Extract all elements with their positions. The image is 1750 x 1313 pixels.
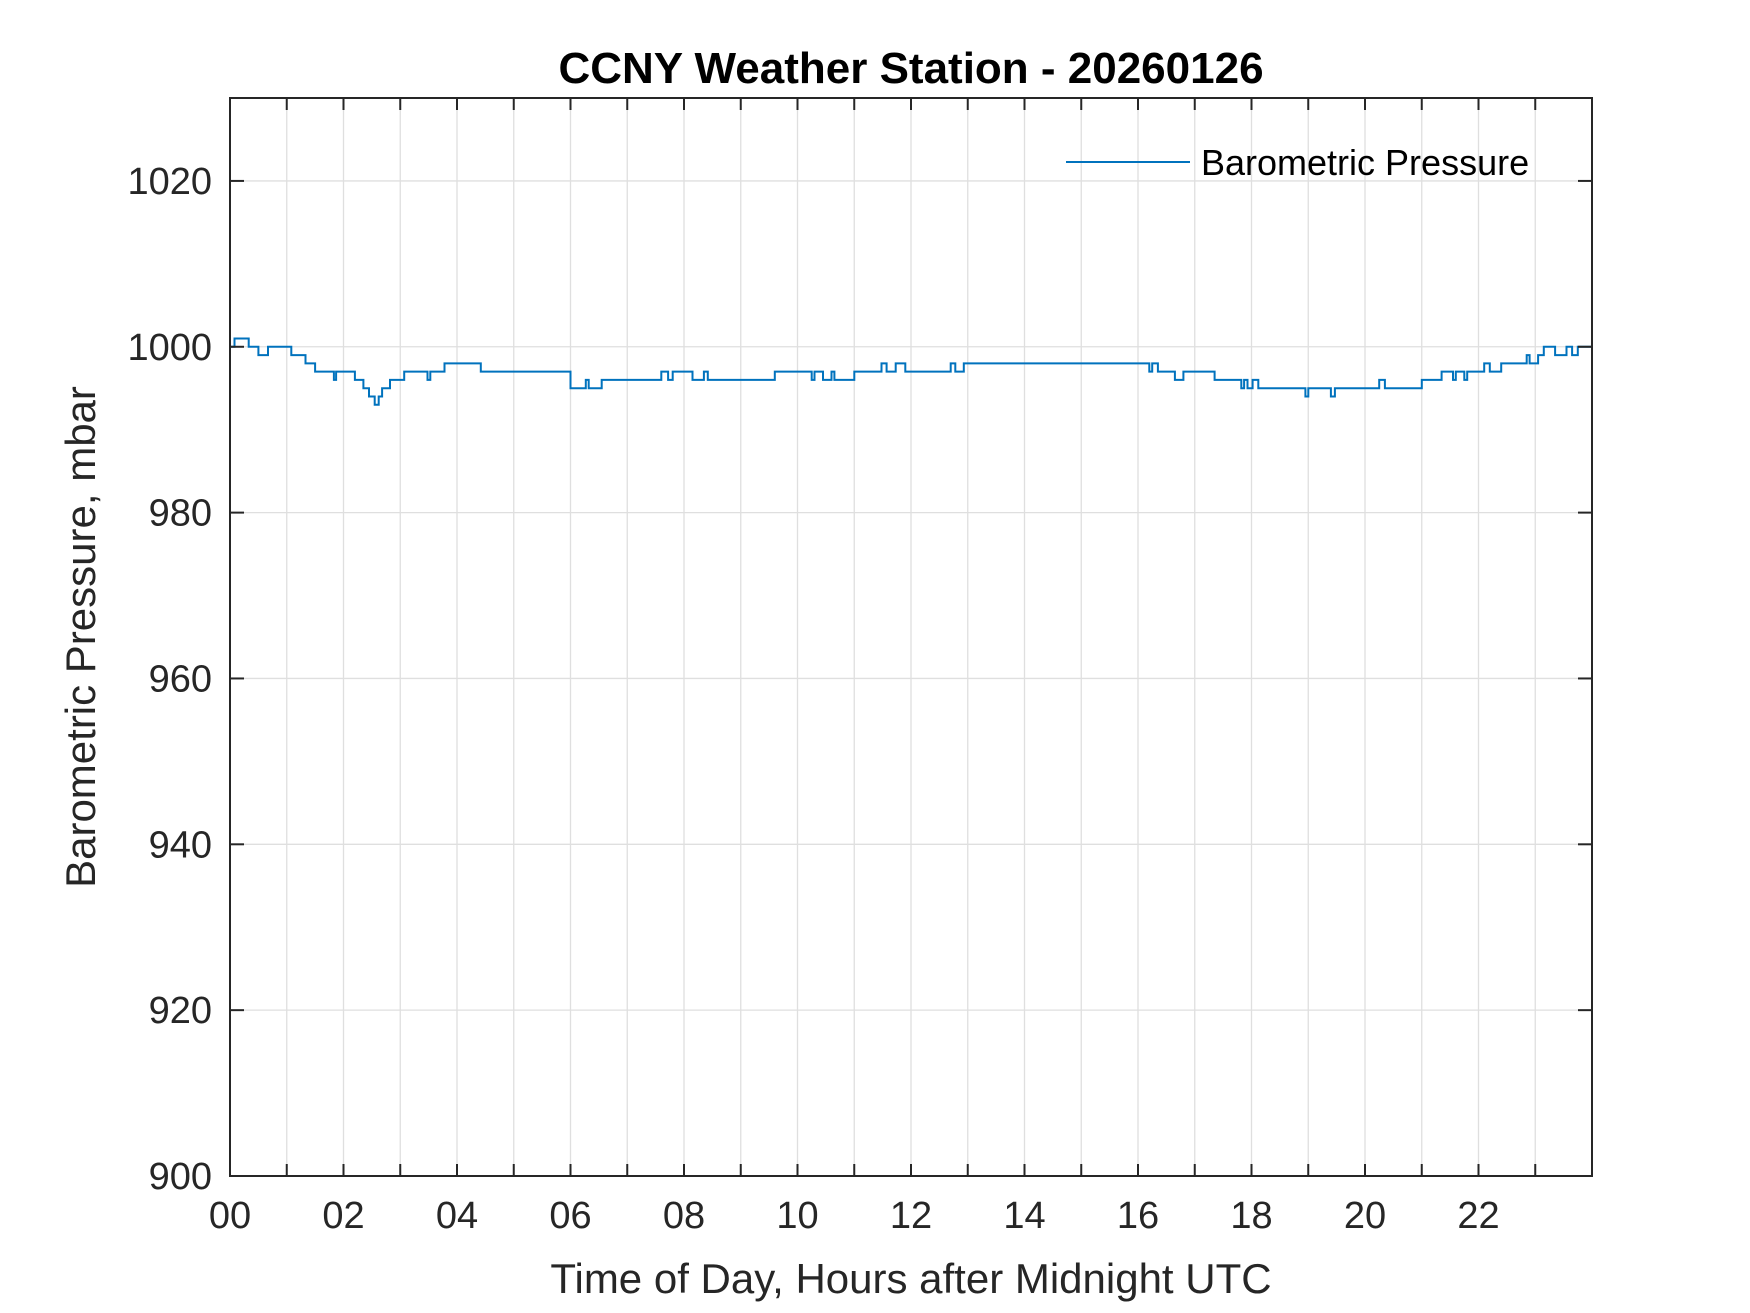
x-ticks [285,98,1537,1176]
x-tick-label: 14 [1003,1195,1045,1237]
y-axis-label: Barometric Pressure, mbar [57,386,104,888]
x-tick-label: 10 [776,1195,818,1237]
y-tick-label: 940 [149,824,212,866]
barometric-pressure-line [230,337,1592,406]
y-tick-label: 1000 [127,327,212,369]
x-tick-label: 02 [322,1195,364,1237]
x-tick-label: 08 [663,1195,705,1237]
x-tick-label: 00 [209,1195,251,1237]
x-tick-label: 04 [436,1195,478,1237]
y-tick-label: 960 [149,658,212,700]
x-axis-label: Time of Day, Hours after Midnight UTC [550,1255,1271,1302]
x-gridlines [286,98,1536,1176]
y-tick-label: 900 [149,1156,212,1198]
x-tick-label: 16 [1117,1195,1159,1237]
x-tick-labels: 00 02 04 06 08 10 12 14 16 18 20 22 [209,1195,1500,1237]
legend: Barometric Pressure [1066,142,1529,183]
y-gridlines [230,180,1592,1011]
y-ticks [230,179,1592,1012]
x-tick-label: 22 [1457,1195,1499,1237]
chart-title: CCNY Weather Station - 20260126 [558,44,1263,93]
x-tick-label: 20 [1344,1195,1386,1237]
x-tick-label: 12 [890,1195,932,1237]
legend-label: Barometric Pressure [1201,142,1529,183]
x-tick-label: 18 [1230,1195,1272,1237]
y-tick-label: 980 [149,493,212,535]
y-tick-label: 1020 [127,161,212,203]
y-tick-labels: 900 920 940 960 980 1000 1020 [127,161,212,1198]
y-tick-label: 920 [149,990,212,1032]
x-tick-label: 06 [549,1195,591,1237]
